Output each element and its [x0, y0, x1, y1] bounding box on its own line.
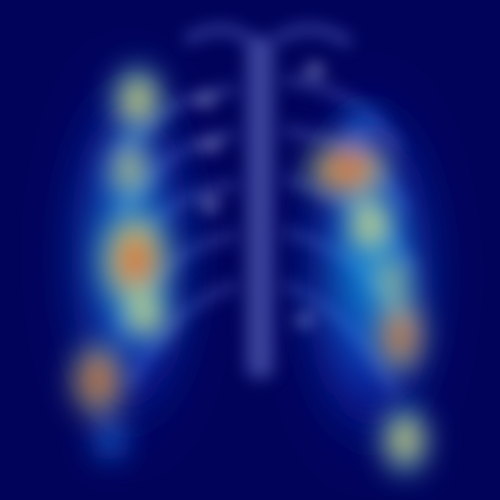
left-lung-middle-hotspot — [340, 185, 400, 265]
spine-core — [255, 40, 265, 370]
right-lung-upper-mid-hotspot — [102, 130, 158, 210]
left-lung-lower-mid-hotspot — [367, 250, 417, 310]
right-clavicle — [182, 24, 254, 45]
left-lung-heatmap — [300, 105, 433, 480]
left-lung-base-hotspot — [377, 400, 433, 480]
left-lung-apex-glow — [330, 105, 390, 155]
right-lung-lower-mid-hotspot — [115, 283, 175, 347]
left-clavicle — [272, 24, 353, 49]
right-lung-base-glow — [85, 410, 135, 470]
right-lung-upper-hotspot — [108, 60, 168, 140]
right-lung-lower-hotspot — [68, 338, 128, 422]
left-lung-lower-hotspot — [372, 290, 428, 380]
right-lung-heatmap — [68, 60, 175, 470]
